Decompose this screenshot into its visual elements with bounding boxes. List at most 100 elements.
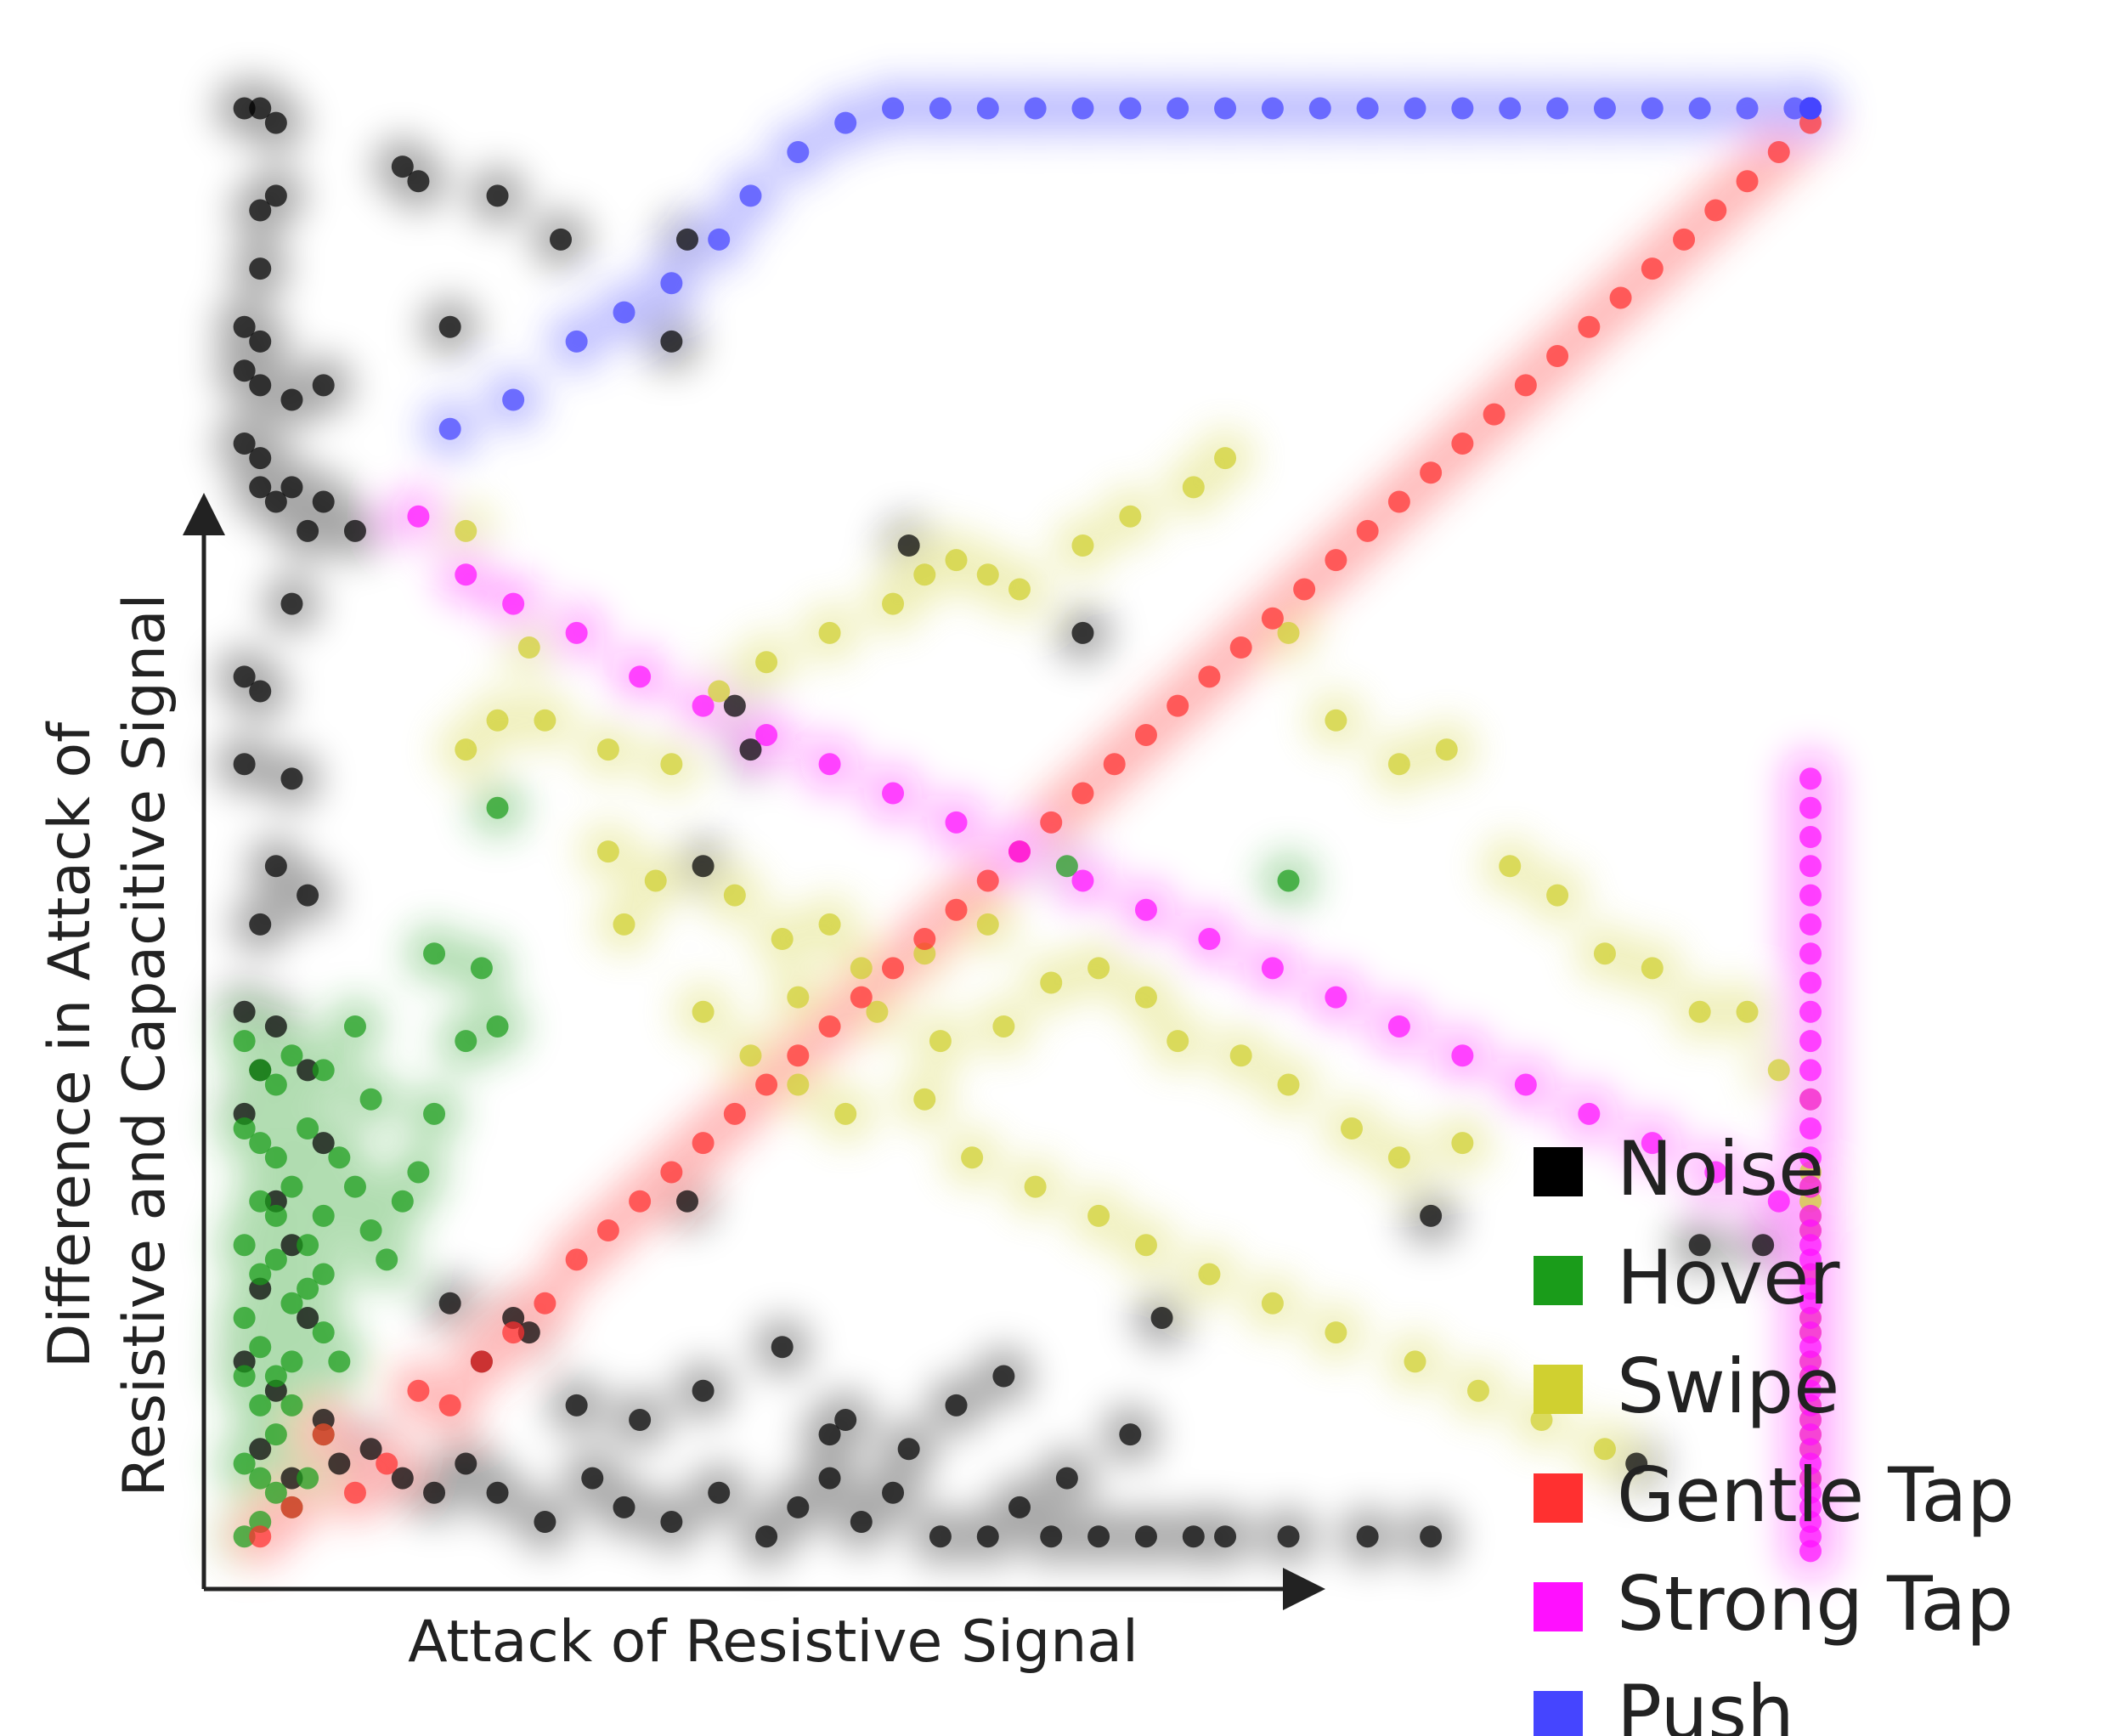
hover-point-18	[359, 1219, 382, 1242]
strong-tap-point-57	[1799, 884, 1822, 907]
noise-point-3	[391, 156, 414, 178]
noise-point-85	[945, 1394, 968, 1417]
noise-point-49	[423, 1481, 446, 1504]
push-point-18	[1308, 97, 1331, 120]
strong-tap-point-10	[1008, 840, 1031, 863]
swipe-point-36	[1071, 534, 1094, 557]
hover-point-8	[297, 1117, 319, 1139]
push-point-13	[1071, 97, 1094, 120]
noise-point-5	[486, 184, 509, 207]
hover-point-6	[249, 1132, 272, 1155]
noise-point-1	[249, 97, 272, 120]
strong-tap-point-2	[502, 592, 525, 615]
noise-point-80	[629, 1409, 652, 1431]
strong-tap-point-45	[1799, 1234, 1822, 1257]
hover-point-43	[280, 1394, 303, 1417]
noise-point-52	[534, 1511, 556, 1534]
noise-point-9	[233, 315, 256, 338]
strong-tap-point-39	[1799, 1409, 1822, 1431]
strong-tap-point-56	[1799, 913, 1822, 936]
strong-tap-point-20	[1641, 1132, 1664, 1155]
hover-point-36	[264, 1481, 287, 1504]
swipe-point-38	[1182, 476, 1205, 499]
noise-point-55	[660, 1511, 683, 1534]
hover-point-21	[407, 1161, 430, 1184]
strong-tap-point-37	[1799, 1467, 1822, 1490]
swipe-point-34	[976, 563, 999, 586]
swipe-point-44	[1499, 855, 1522, 878]
swipe-point-31	[882, 592, 905, 615]
noise-point-53	[581, 1467, 604, 1490]
strong-tap-point-54	[1799, 971, 1822, 994]
strong-tap-point-18	[1514, 1073, 1537, 1096]
strong-tap-point-51	[1799, 1059, 1822, 1082]
strong-tap-point-49	[1799, 1117, 1822, 1139]
swipe-point-14	[929, 1030, 952, 1053]
swipe-point-13	[866, 1000, 889, 1023]
hover-point-22	[423, 1102, 446, 1125]
gentle-tap-point-4	[376, 1452, 398, 1475]
strong-tap-point-55	[1799, 942, 1822, 965]
swipe-point-76	[1134, 1234, 1157, 1257]
swipe-point-49	[1736, 1000, 1759, 1023]
gentle-tap-point-25	[1040, 811, 1063, 834]
legend-label-hover: Hover	[1617, 1234, 1840, 1321]
push-point-1	[502, 388, 525, 411]
legend-item-hover: Hover	[1534, 1234, 1840, 1321]
noise-point-23	[280, 592, 303, 615]
noise-point-7	[264, 184, 287, 207]
push-point-11	[976, 97, 999, 120]
strong-tap-point-8	[882, 782, 905, 805]
noise-point-102	[438, 315, 461, 338]
noise-point-50	[455, 1452, 477, 1475]
hover-point-19	[376, 1248, 398, 1271]
hover-point-28	[233, 1306, 256, 1329]
noise-point-75	[1752, 1234, 1775, 1257]
strong-tap-point-16	[1387, 1015, 1410, 1038]
swipe-point-1	[517, 636, 540, 659]
strong-tap-point-12	[1134, 898, 1157, 921]
noise-point-38	[280, 1234, 303, 1257]
hover-point-20	[391, 1190, 414, 1213]
legend-label-noise: Noise	[1617, 1125, 1824, 1213]
gentle-tap-point-28	[1134, 723, 1157, 746]
strong-tap-point-1	[455, 563, 477, 586]
gentle-tap-point-43	[1609, 286, 1632, 309]
noise-point-100	[660, 330, 683, 353]
legend-swatch-push	[1534, 1691, 1583, 1736]
swipe-point-81	[1466, 1379, 1489, 1402]
noise-point-45	[280, 1467, 303, 1490]
swipe-point-47	[1641, 957, 1664, 980]
push-point-7	[787, 140, 810, 163]
strong-tap-point-60	[1799, 796, 1822, 819]
gentle-tap-point-19	[850, 986, 873, 1009]
gentle-tap-point-45	[1673, 228, 1696, 251]
noise-point-63	[976, 1525, 999, 1548]
push-point-22	[1499, 97, 1522, 120]
strong-tap-point-22	[1767, 1190, 1790, 1213]
swipe-point-80	[1404, 1350, 1426, 1373]
noise-point-87	[1055, 1467, 1078, 1490]
swipe-point-25	[534, 709, 556, 732]
push-point-0	[438, 417, 461, 440]
hover-point-46	[233, 1365, 256, 1388]
swipe-point-8	[818, 913, 841, 936]
hover-point-27	[470, 957, 493, 980]
noise-point-28	[264, 855, 287, 878]
swipe-point-6	[723, 884, 746, 907]
swipe-point-75	[1087, 1204, 1110, 1227]
hover-point-53	[455, 1030, 477, 1053]
noise-point-66	[1087, 1525, 1110, 1548]
swipe-point-67	[613, 913, 636, 936]
strong-tap-point-11	[1071, 869, 1094, 892]
noise-point-30	[249, 913, 272, 936]
hover-point-33	[264, 1423, 287, 1446]
gentle-tap-point-5	[407, 1379, 430, 1402]
gentle-tap-point-23	[976, 869, 999, 892]
strong-tap-point-46	[1799, 1204, 1822, 1227]
noise-point-101	[897, 534, 920, 557]
hover-point-34	[233, 1452, 256, 1475]
gentle-tap-point-18	[818, 1015, 841, 1038]
swipe-point-22	[1341, 1117, 1364, 1139]
push-point-28	[1783, 97, 1806, 120]
